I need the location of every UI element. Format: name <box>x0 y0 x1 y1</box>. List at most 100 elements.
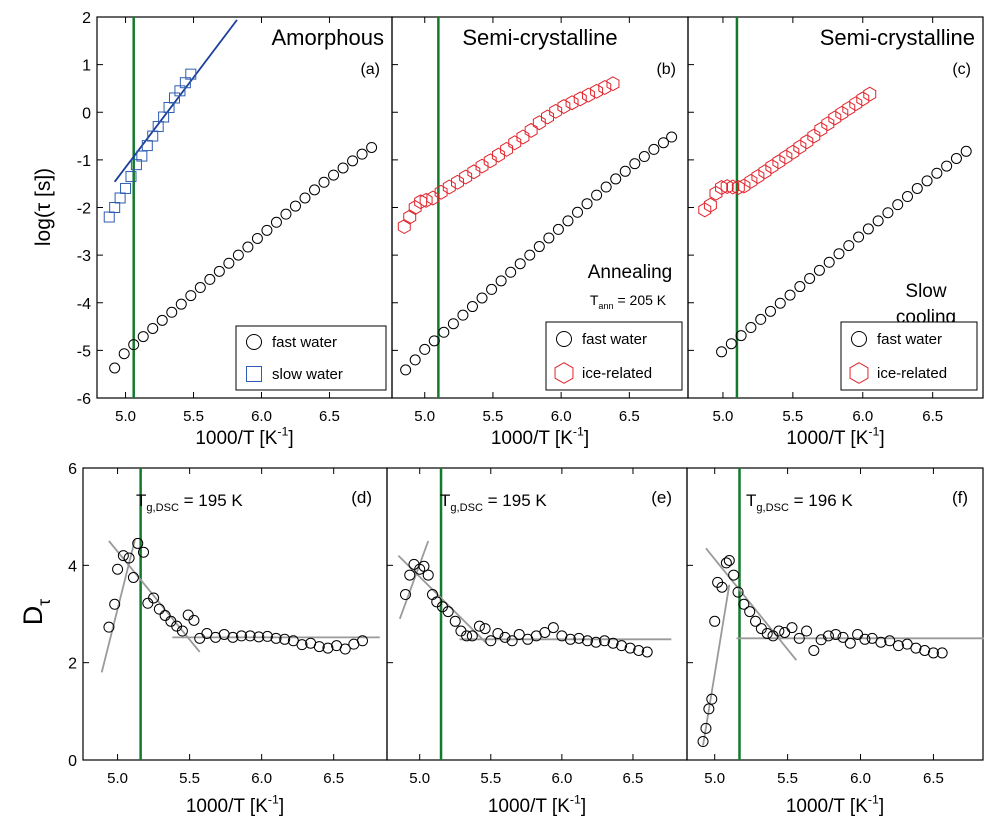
marker-circle <box>911 182 923 194</box>
legend-marker <box>851 331 867 347</box>
marker-hexagon <box>606 76 620 92</box>
marker-circle <box>666 131 678 143</box>
marker-circle <box>709 615 721 627</box>
marker-circle <box>716 346 728 358</box>
marker-circle <box>309 184 321 196</box>
fit-line <box>113 19 238 183</box>
marker-hexagon <box>835 105 849 121</box>
marker-circle <box>697 736 709 748</box>
marker-circle <box>318 176 330 188</box>
marker-circle <box>902 191 914 203</box>
x-axis-label-part: ] <box>879 428 884 449</box>
marker-hexagon <box>715 180 729 195</box>
marker-circle <box>457 309 469 321</box>
marker-circle <box>590 636 602 648</box>
marker-circle <box>600 181 612 193</box>
marker-circle <box>486 283 498 295</box>
marker-circle <box>875 636 887 648</box>
marker-circle <box>884 635 896 647</box>
marker-circle <box>117 550 129 562</box>
marker-circle <box>591 189 603 201</box>
marker-circle <box>280 208 292 220</box>
annotation-part: ann <box>598 301 613 311</box>
marker-circle <box>404 569 416 581</box>
marker-hexagon <box>786 144 800 160</box>
marker-circle <box>723 554 735 566</box>
marker-circle <box>175 298 187 310</box>
fit-line <box>398 540 430 620</box>
marker-hexagon <box>709 185 723 201</box>
annotation: Tg,DSC = 196 K <box>746 491 853 514</box>
marker-hexagon <box>856 91 870 107</box>
marker-circle <box>700 722 712 734</box>
x-tick-label: 6.5 <box>619 408 640 425</box>
marker-hexagon <box>467 164 481 180</box>
x-tick-label: 6.5 <box>923 770 944 787</box>
marker-circle <box>438 326 450 338</box>
x-axis-label-part: ] <box>279 796 284 817</box>
y-tick-label: -4 <box>77 296 91 313</box>
marker-hexagon <box>772 154 786 170</box>
marker-circle <box>138 546 150 558</box>
marker-circle <box>159 609 171 621</box>
marker-hexagon <box>698 202 712 218</box>
marker-circle <box>296 639 308 651</box>
marker-hexagon <box>793 139 807 155</box>
x-axis-label-part: 1000/T [K <box>195 428 277 449</box>
marker-circle <box>813 264 825 276</box>
marker-circle <box>822 630 834 642</box>
marker-hexagon <box>557 99 571 115</box>
legend-label: ice-related <box>877 365 947 382</box>
y-tick-label: 4 <box>68 558 77 575</box>
x-tick-label: 5.0 <box>107 770 128 787</box>
marker-circle <box>562 215 574 227</box>
x-axis-label-part: ] <box>288 428 293 449</box>
marker-circle <box>732 586 744 598</box>
annotation-part: g,DSC <box>450 502 483 514</box>
x-axis-label: 1000/T [K-1] <box>786 792 884 817</box>
marker-hexagon <box>737 178 751 194</box>
annotation-part: = 196 K <box>789 491 853 510</box>
marker-square <box>103 211 115 223</box>
fit-line <box>397 554 488 644</box>
y-tick-label: -3 <box>77 248 91 265</box>
marker-circle <box>147 322 159 334</box>
marker-hexagon <box>524 122 538 138</box>
marker-circle <box>242 241 254 253</box>
marker-circle <box>725 338 737 350</box>
marker-circle <box>941 160 953 172</box>
annotation: Slow <box>905 281 946 302</box>
marker-circle <box>313 641 325 653</box>
marker-circle <box>476 292 488 304</box>
legend-label: slow water <box>272 366 343 383</box>
marker-circle <box>629 158 641 170</box>
panel-label: (e) <box>651 488 672 507</box>
x-tick-label: 6.0 <box>551 770 572 787</box>
marker-hexagon <box>842 100 856 116</box>
marker-circle <box>514 258 526 270</box>
x-tick-label: 6.5 <box>922 408 943 425</box>
annotation-part: Annealing <box>588 262 673 283</box>
x-tick-label: 6.0 <box>251 770 272 787</box>
x-axis-label-part: ] <box>581 796 586 817</box>
marker-circle <box>657 137 669 149</box>
y-tick-label: 2 <box>68 656 77 673</box>
marker-circle <box>539 626 551 638</box>
marker-square <box>185 68 197 80</box>
marker-circle <box>830 628 842 640</box>
marker-circle <box>745 322 757 334</box>
marker-hexagon <box>459 169 473 185</box>
legend-marker <box>246 366 262 382</box>
marker-circle <box>744 606 756 618</box>
marker-circle <box>786 622 798 634</box>
marker-circle <box>960 145 972 157</box>
y-tick-label: 1 <box>82 58 91 75</box>
marker-hexagon <box>731 180 745 195</box>
marker-circle <box>823 256 835 268</box>
marker-circle <box>936 647 948 659</box>
annotation: Tg,DSC = 195 K <box>136 491 243 514</box>
marker-circle <box>428 335 440 347</box>
y-tick-label: -5 <box>77 343 91 360</box>
x-axis-label-part: ] <box>584 428 589 449</box>
